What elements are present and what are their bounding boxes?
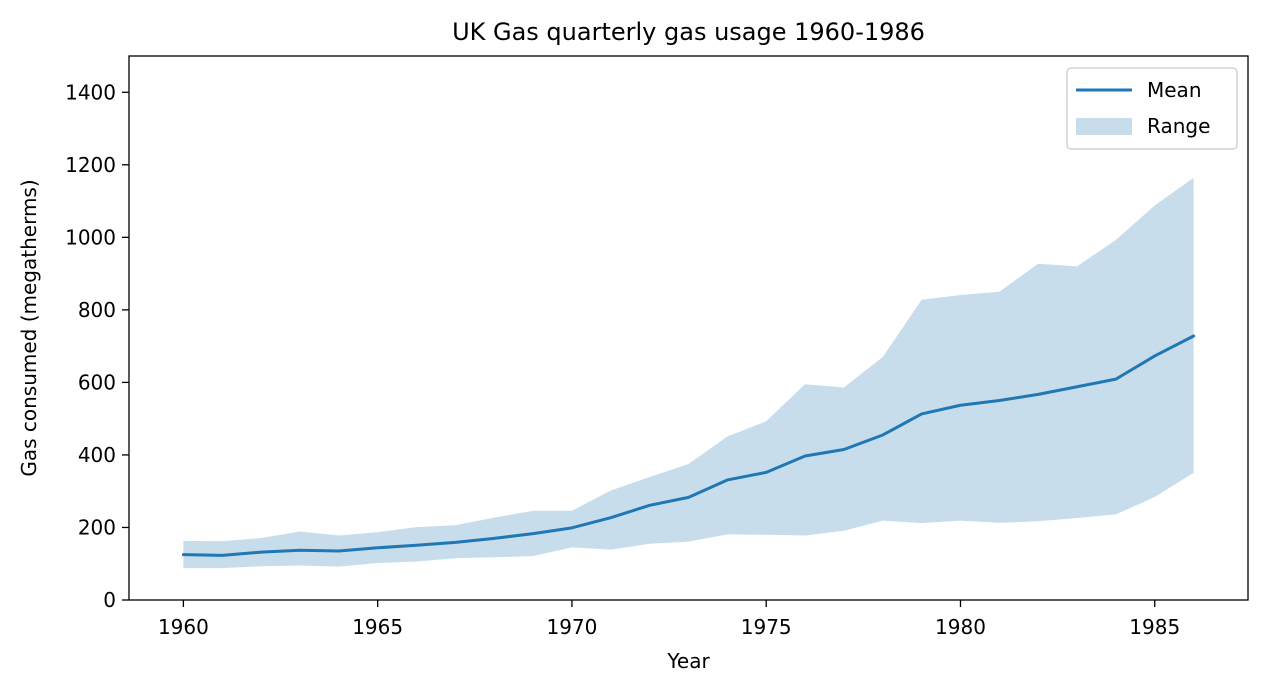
- chart-title: UK Gas quarterly gas usage 1960-1986: [452, 18, 925, 46]
- mean-line: [181, 334, 1196, 557]
- plot-area: [181, 177, 1196, 569]
- x-tick-label: 1985: [1129, 615, 1180, 639]
- y-tick-label: 400: [78, 443, 116, 467]
- y-tick-label: 0: [103, 588, 116, 612]
- range-band: [183, 177, 1194, 569]
- legend-box: [1066, 67, 1238, 150]
- y-tick-label: 1000: [65, 225, 116, 249]
- y-tick-label: 600: [78, 370, 116, 394]
- x-tick-label: 1975: [741, 615, 792, 639]
- y-tick-label: 1200: [65, 153, 116, 177]
- y-axis-title: Gas consumed (megatherms): [17, 179, 41, 476]
- legend-range-swatch: [1076, 118, 1132, 135]
- y-tick-label: 200: [78, 515, 116, 539]
- x-tick-label: 1980: [935, 615, 986, 639]
- y-tick-label: 800: [78, 298, 116, 322]
- x-tick-label: 1970: [546, 615, 597, 639]
- legend: Mean Range: [1066, 67, 1238, 150]
- y-tick-label: 1400: [65, 80, 116, 104]
- x-axis-title: Year: [666, 649, 710, 673]
- legend-mean-label: Mean: [1147, 78, 1202, 102]
- x-axis: 1960 1965 1970 1975 1980 1985: [158, 600, 1180, 639]
- x-tick-label: 1960: [158, 615, 209, 639]
- plot-frame: [128, 55, 1249, 601]
- y-axis: 0 200 400 600 800 1000 1200 1400: [65, 80, 129, 612]
- x-tick-label: 1965: [352, 615, 403, 639]
- legend-range-label: Range: [1147, 114, 1210, 138]
